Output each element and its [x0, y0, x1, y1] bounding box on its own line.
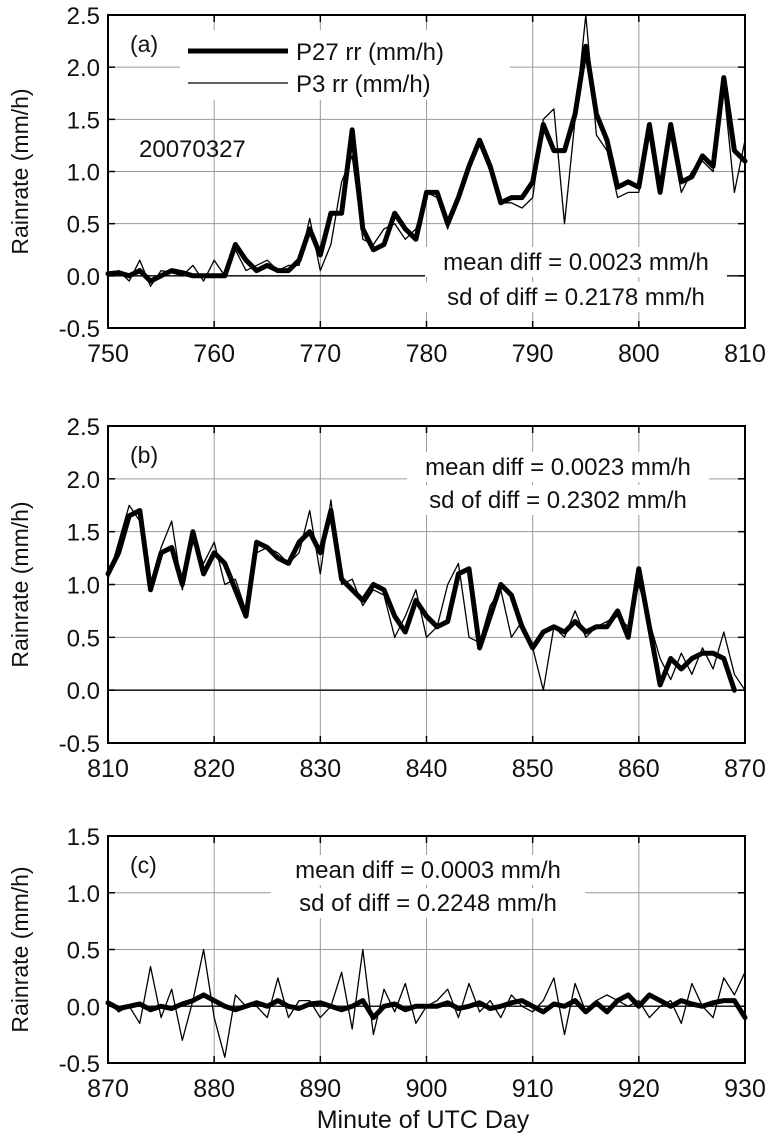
y-tick-label: 0.5 — [67, 938, 100, 965]
y-tick-label: 2.0 — [67, 467, 100, 494]
x-tick-label: 750 — [87, 340, 129, 368]
y-axis-label: Rainrate (mm/h) — [7, 501, 33, 667]
x-tick-label: 910 — [512, 1075, 554, 1103]
panel-label: (c) — [130, 852, 157, 878]
stat-sd-diff: sd of diff = 0.2248 mm/h — [299, 890, 557, 917]
y-tick-label: 0.0 — [67, 264, 100, 291]
x-tick-label: 850 — [512, 755, 554, 783]
series-line-p27 — [105, 508, 737, 693]
y-tick-label: 2.0 — [67, 55, 100, 82]
series-line-p27 — [105, 43, 748, 284]
series-line-p27 — [105, 992, 748, 1021]
panel-3: mean diff = 0.0003 mm/h sd of diff = 0.22… — [7, 824, 766, 1103]
x-tick-label: 830 — [299, 755, 341, 783]
stat-mean-diff: mean diff = 0.0023 mm/h — [443, 249, 709, 276]
y-tick-label: 1.0 — [67, 573, 100, 600]
y-tick-label: -0.5 — [59, 731, 100, 758]
y-tick-label: 0.0 — [67, 994, 100, 1021]
x-tick-label: 880 — [193, 1075, 235, 1103]
x-tick-label: 820 — [193, 755, 235, 783]
x-tick-label: 920 — [618, 1075, 660, 1103]
x-tick-label: 860 — [618, 755, 660, 783]
x-tick-label: 930 — [724, 1075, 766, 1103]
legend-label-p27: P27 rr (mm/h) — [296, 39, 444, 66]
panel-label: (a) — [130, 31, 158, 57]
y-axis-label: Rainrate (mm/h) — [7, 88, 33, 254]
y-tick-label: -0.5 — [59, 1051, 100, 1078]
stat-bg — [270, 888, 586, 918]
y-tick-label: 1.0 — [67, 160, 100, 187]
stat-sd-diff: sd of diff = 0.2302 mm/h — [429, 487, 687, 514]
y-tick-label: -0.5 — [59, 316, 100, 343]
panel-1: mean diff = 0.0023 mm/h sd of diff = 0.21… — [7, 3, 766, 368]
date-label: 20070327 — [139, 136, 246, 163]
x-tick-label: 780 — [406, 340, 448, 368]
x-tick-label: 800 — [618, 340, 660, 368]
figure-x-axis-label: Minute of UTC Day — [317, 1106, 530, 1134]
y-tick-label: 0.5 — [67, 625, 100, 652]
x-tick-label: 770 — [299, 340, 341, 368]
x-tick-label: 900 — [406, 1075, 448, 1103]
stat-sd-diff: sd of diff = 0.2178 mm/h — [447, 284, 705, 311]
y-tick-label: 0.0 — [67, 678, 100, 705]
x-tick-label: 870 — [87, 1075, 129, 1103]
stat-mean-diff: mean diff = 0.0003 mm/h — [295, 857, 561, 884]
panel-label: (b) — [130, 442, 158, 468]
x-tick-label: 810 — [87, 755, 129, 783]
y-tick-label: 0.5 — [67, 212, 100, 239]
y-tick-label: 1.5 — [67, 824, 100, 851]
y-tick-label: 1.5 — [67, 520, 100, 547]
y-tick-label: 1.5 — [67, 107, 100, 134]
stat-bg — [407, 452, 709, 482]
y-tick-label: 2.5 — [67, 414, 100, 441]
stat-bg — [400, 485, 716, 515]
legend-label-p3: P3 rr (mm/h) — [296, 71, 431, 98]
x-tick-label: 760 — [193, 340, 235, 368]
x-tick-label: 790 — [512, 340, 554, 368]
stat-bg — [418, 282, 734, 312]
stat-bg — [425, 247, 727, 277]
stat-mean-diff: mean diff = 0.0023 mm/h — [425, 454, 691, 481]
y-axis-label: Rainrate (mm/h) — [7, 866, 33, 1032]
x-tick-label: 890 — [299, 1075, 341, 1103]
legend-bg — [180, 30, 510, 100]
panel-2: mean diff = 0.0023 mm/h sd of diff = 0.23… — [7, 414, 766, 783]
x-tick-label: 840 — [406, 755, 448, 783]
y-tick-label: 1.0 — [67, 881, 100, 908]
x-tick-label: 870 — [724, 755, 766, 783]
y-tick-label: 2.5 — [67, 3, 100, 30]
stat-bg — [277, 855, 579, 885]
x-tick-label: 810 — [724, 340, 766, 368]
